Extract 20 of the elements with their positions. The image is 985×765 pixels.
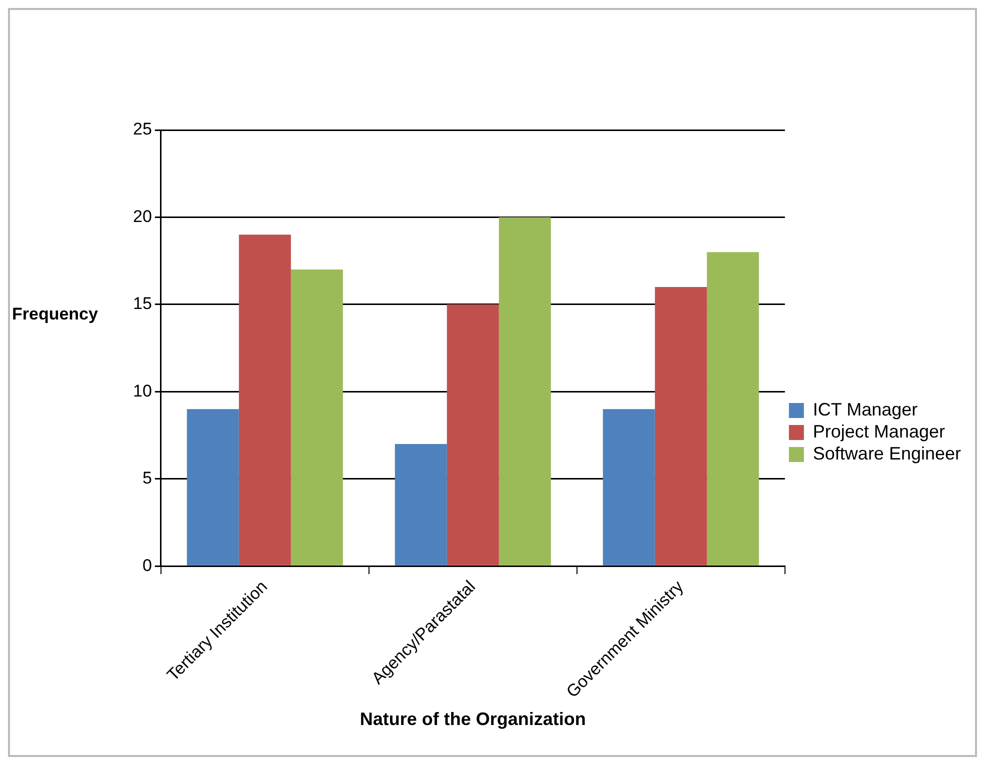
bar xyxy=(394,444,447,566)
legend-label: Project Manager xyxy=(812,421,945,442)
y-tick-label: 0 xyxy=(142,556,152,575)
y-tick-label: 15 xyxy=(132,294,152,314)
bar xyxy=(602,409,655,566)
y-tick-label: 20 xyxy=(132,206,152,226)
bar xyxy=(238,234,291,566)
x-axis-title: Nature of the Organization xyxy=(360,709,586,730)
y-tick-label: 10 xyxy=(132,381,152,400)
y-axis-title: Frequency xyxy=(12,304,99,324)
bar xyxy=(290,270,343,566)
legend-label: Software Engineer xyxy=(812,443,962,464)
bar xyxy=(186,409,239,566)
y-tick-label: 25 xyxy=(132,120,152,139)
bar xyxy=(654,286,707,566)
legend-label: ICT Manager xyxy=(812,399,918,420)
y-tick-label: 5 xyxy=(142,468,152,488)
bar xyxy=(446,304,499,566)
bar xyxy=(498,217,551,566)
bar xyxy=(706,252,759,566)
